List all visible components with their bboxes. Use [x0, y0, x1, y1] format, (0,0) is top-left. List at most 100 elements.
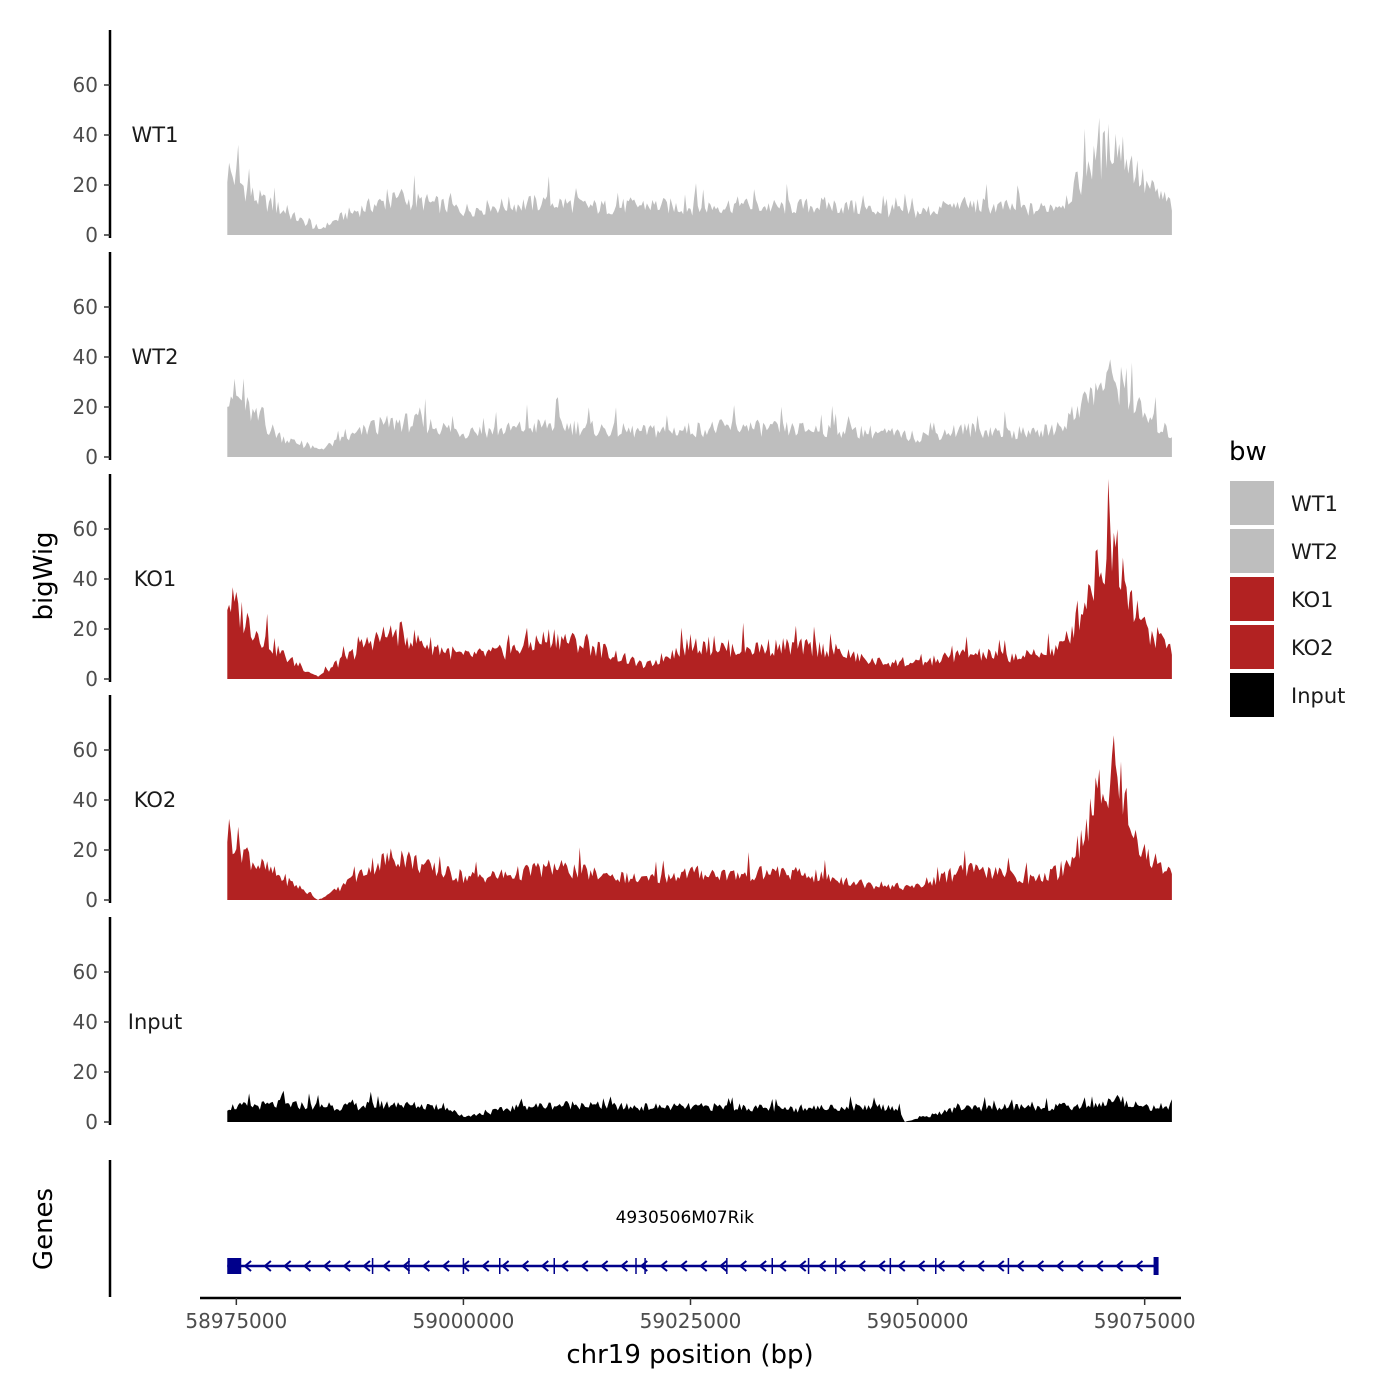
track-label-ko2: KO2: [134, 788, 177, 812]
strand-arrow: [659, 1260, 668, 1272]
y-tick-label: 60: [73, 73, 98, 97]
exon: [1153, 1257, 1159, 1275]
legend-title: bw: [1229, 437, 1267, 467]
strand-arrow: [619, 1260, 629, 1272]
strand-arrow: [699, 1260, 708, 1272]
strand-arrow: [600, 1260, 609, 1272]
strand-arrow: [897, 1260, 906, 1272]
y-axis-title: bigWig: [29, 531, 59, 620]
y-tick-label: 60: [73, 295, 98, 319]
y-tick-label: 40: [73, 345, 98, 369]
coverage-area-wt1: [227, 117, 1172, 235]
strand-arrow: [976, 1260, 985, 1272]
track-label-wt2: WT2: [132, 345, 179, 369]
strand-arrow: [501, 1260, 510, 1272]
x-tick-label: 59000000: [413, 1309, 515, 1333]
strand-arrow: [837, 1260, 846, 1272]
strand-arrow: [1095, 1260, 1104, 1272]
y-tick-label: 40: [73, 567, 98, 591]
strand-arrow: [441, 1260, 450, 1272]
track-input: 0 20 40 60 Input: [73, 917, 1172, 1134]
signal-tracks: 0 20 40 60 WT1 0 20 40 60 WT2 0 20 40 60 KO1 0 20 40 60 KO2…: [73, 30, 1172, 1134]
strand-arrow: [817, 1260, 827, 1272]
y-tick-label: 60: [73, 517, 98, 541]
strand-arrow: [243, 1260, 252, 1272]
coverage-area-ko1: [227, 479, 1172, 679]
legend-label-ko1: KO1: [1291, 588, 1334, 612]
strand-arrow: [917, 1260, 926, 1272]
track-wt2: 0 20 40 60 WT2: [73, 252, 1172, 469]
y-tick-label: 0: [85, 445, 98, 469]
strand-arrow: [1115, 1260, 1124, 1272]
track-ko1: 0 20 40 60 KO1: [73, 474, 1172, 691]
strand-arrow: [342, 1260, 351, 1272]
x-tick-label: 58975000: [185, 1309, 287, 1333]
legend-swatch-ko1: [1230, 577, 1274, 621]
strand-arrow: [798, 1260, 807, 1272]
strand-arrow: [263, 1260, 272, 1272]
strand-arrow: [520, 1260, 530, 1272]
y-tick-label: 40: [73, 788, 98, 812]
x-tick-label: 59025000: [640, 1309, 742, 1333]
track-wt1: 0 20 40 60 WT1: [73, 30, 1172, 247]
strand-arrow: [401, 1260, 411, 1272]
y-tick-label: 0: [85, 888, 98, 912]
strand-arrow: [1055, 1260, 1064, 1272]
gene-track: 4930506M07Rik: [108, 1160, 1159, 1297]
strand-arrow: [996, 1260, 1005, 1272]
strand-arrow: [302, 1260, 312, 1272]
strand-arrow: [382, 1260, 391, 1272]
legend-label-wt2: WT2: [1291, 540, 1338, 564]
strand-arrow: [679, 1260, 688, 1272]
x-axis: 58975000 59000000 59025000 59050000 59075000: [185, 1296, 1196, 1333]
strand-arrow: [956, 1260, 965, 1272]
genes-axis-title: Genes: [29, 1188, 59, 1270]
strand-arrow: [877, 1260, 886, 1272]
y-tick-label: 20: [73, 838, 98, 862]
legend-label-input: Input: [1291, 684, 1345, 708]
x-tick-label: 59075000: [1094, 1309, 1196, 1333]
strand-arrow: [857, 1260, 866, 1272]
strand-arrow: [283, 1260, 292, 1272]
y-tick-label: 60: [73, 960, 98, 984]
coverage-area-input: [227, 1090, 1172, 1122]
strand-arrow: [738, 1260, 747, 1272]
strand-arrow: [1035, 1260, 1045, 1272]
x-tick-label: 59050000: [867, 1309, 969, 1333]
y-tick-label: 20: [73, 395, 98, 419]
legend: WT1 WT2 KO1 KO2 Input: [1230, 481, 1345, 717]
legend-label-wt1: WT1: [1291, 492, 1338, 516]
strand-arrow: [421, 1260, 430, 1272]
strand-arrow: [1075, 1260, 1084, 1272]
strand-arrow: [718, 1260, 728, 1272]
strand-arrow: [560, 1260, 569, 1272]
strand-arrow: [540, 1260, 549, 1272]
legend-swatch-input: [1230, 673, 1274, 717]
y-tick-label: 60: [73, 738, 98, 762]
legend-label-ko2: KO2: [1291, 636, 1334, 660]
strand-arrow: [322, 1260, 331, 1272]
legend-swatch-wt2: [1230, 529, 1274, 573]
legend-swatch-wt1: [1230, 481, 1274, 525]
strand-arrow: [362, 1260, 371, 1272]
track-label-input: Input: [128, 1010, 182, 1034]
x-axis-title: chr19 position (bp): [566, 1340, 813, 1370]
legend-swatch-ko2: [1230, 625, 1274, 669]
strand-arrow: [1134, 1260, 1144, 1272]
strand-arrow: [936, 1260, 946, 1272]
y-tick-label: 0: [85, 667, 98, 691]
gene-label: 4930506M07Rik: [616, 1208, 755, 1228]
y-tick-label: 0: [85, 223, 98, 247]
strand-arrow: [778, 1260, 787, 1272]
y-tick-label: 0: [85, 1110, 98, 1134]
strand-arrow: [758, 1260, 767, 1272]
coverage-area-wt2: [227, 359, 1172, 457]
y-tick-label: 20: [73, 617, 98, 641]
track-label-wt1: WT1: [132, 123, 179, 147]
strand-arrow: [481, 1260, 490, 1272]
coverage-area-ko2: [227, 735, 1172, 900]
strand-arrow: [580, 1260, 589, 1272]
y-tick-label: 20: [73, 173, 98, 197]
track-ko2: 0 20 40 60 KO2: [73, 695, 1172, 912]
